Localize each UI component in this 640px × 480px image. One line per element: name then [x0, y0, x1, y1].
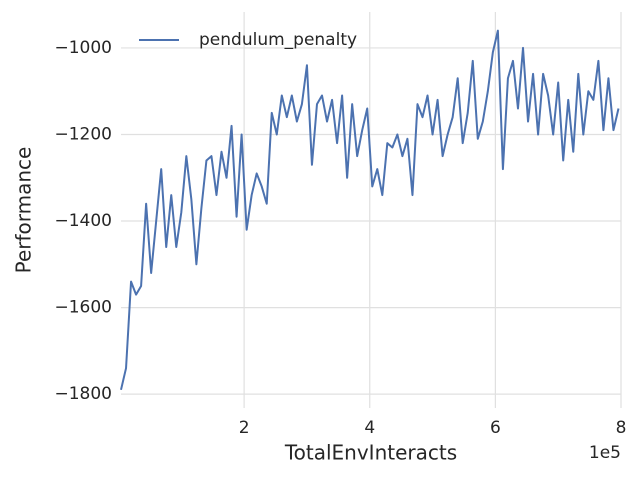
- y-tick-label: −1200: [54, 124, 112, 144]
- plot-area: [121, 12, 621, 408]
- data-line: [120, 29, 620, 391]
- legend-label: pendulum_penalty: [199, 30, 357, 50]
- x-axis-title: TotalEnvInteracts: [284, 441, 457, 465]
- y-tick-label: −1800: [54, 384, 112, 404]
- y-tick-label: −1600: [54, 298, 112, 318]
- x-tick-label: 2: [239, 418, 250, 438]
- x-tick-label: 4: [364, 418, 375, 438]
- y-axis-title: Performance: [12, 147, 36, 274]
- y-tick-label: −1000: [54, 38, 112, 58]
- x-offset-label: 1e5: [589, 443, 621, 463]
- y-tick-label: −1400: [54, 211, 112, 231]
- x-tick-label: 6: [490, 418, 501, 438]
- x-tick-label: 8: [616, 418, 627, 438]
